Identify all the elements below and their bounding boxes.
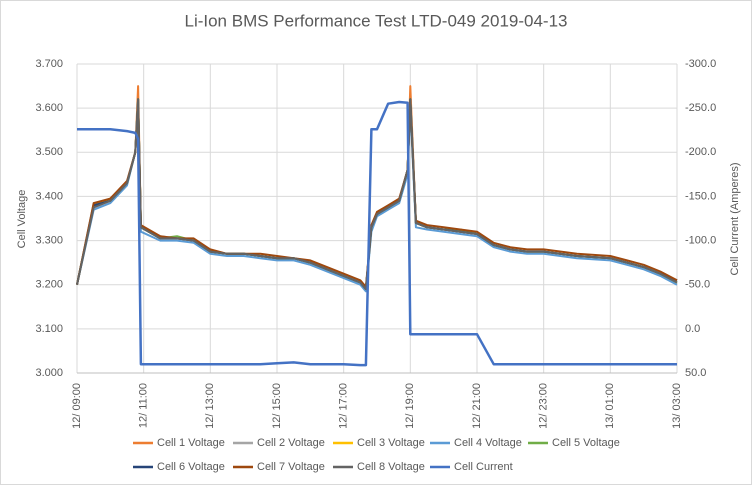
y-tick-label: 3.100 <box>35 323 63 335</box>
y-tick-label: 3.300 <box>35 234 63 246</box>
legend-label: Cell 2 Voltage <box>257 437 325 449</box>
x-tick-label: 12/ 11:00 <box>138 383 150 428</box>
y-tick-label: 3.400 <box>35 190 63 202</box>
legend-label: Cell 7 Voltage <box>257 461 325 473</box>
y2-tick-label: -300.0 <box>685 58 716 70</box>
x-tick-label: 13/ 01:00 <box>604 383 616 429</box>
y2-tick-label: -150.0 <box>685 190 716 202</box>
x-tick-label: 12/ 09:00 <box>71 383 83 429</box>
x-tick-label: 12/ 23:00 <box>538 383 550 429</box>
y-tick-label: 3.500 <box>35 146 63 158</box>
x-tick-label: 13/ 03:00 <box>671 383 683 429</box>
y-tick-label: 3.000 <box>35 367 63 379</box>
x-tick-label: 12/ 21:00 <box>471 383 483 429</box>
legend-label: Cell 8 Voltage <box>357 461 425 473</box>
y2-tick-label: -100.0 <box>685 234 716 246</box>
series-line <box>77 100 677 367</box>
x-tick-label: 12/ 19:00 <box>404 383 416 429</box>
legend-label: Cell 1 Voltage <box>157 437 225 449</box>
y-tick-label: 3.200 <box>35 279 63 291</box>
y2-tick-label: 50.0 <box>685 367 706 379</box>
y-tick-label: 3.700 <box>35 58 63 70</box>
y-tick-label: 3.600 <box>35 102 63 114</box>
x-tick-label: 12/ 17:00 <box>338 383 350 429</box>
legend-label: Cell Current <box>454 461 513 473</box>
x-tick-label: 12/ 13:00 <box>204 383 216 429</box>
legend-label: Cell 4 Voltage <box>454 437 522 449</box>
y2-tick-label: -200.0 <box>685 146 716 158</box>
y-axis-label: Cell Voltage <box>16 190 28 249</box>
y2-tick-label: -50.0 <box>685 279 710 291</box>
x-tick-label: 12/ 15:00 <box>271 383 283 429</box>
y2-axis-label: Cell Current (Amperes) <box>729 162 741 275</box>
y2-tick-label: -250.0 <box>685 102 716 114</box>
chart-title: Li-Ion BMS Performance Test LTD-049 2019… <box>184 11 567 30</box>
legend-label: Cell 5 Voltage <box>552 437 620 449</box>
legend-label: Cell 6 Voltage <box>157 461 225 473</box>
y2-tick-label: 0.0 <box>685 323 700 335</box>
legend-label: Cell 3 Voltage <box>357 437 425 449</box>
